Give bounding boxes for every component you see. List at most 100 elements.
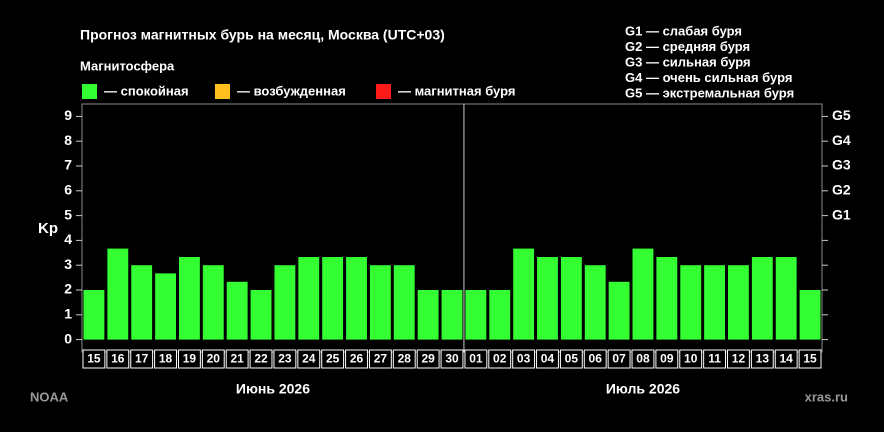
category-cell bbox=[655, 349, 679, 369]
x-tick-label: 07 bbox=[612, 352, 626, 366]
bar bbox=[560, 257, 582, 340]
category-cell bbox=[416, 349, 440, 369]
g-scale-entry: G1 — слабая буря bbox=[625, 23, 742, 38]
y2-tick-label: G5 bbox=[832, 107, 851, 123]
category-cell bbox=[631, 349, 655, 369]
category-cell bbox=[679, 349, 703, 369]
x-tick-label: 18 bbox=[159, 352, 173, 366]
category-cell bbox=[249, 349, 273, 369]
x-tick-label: 15 bbox=[87, 352, 101, 366]
category-cell bbox=[440, 349, 464, 369]
legend-label: — магнитная буря bbox=[398, 83, 515, 98]
category-cell bbox=[368, 349, 392, 369]
x-tick-label: 30 bbox=[445, 352, 459, 366]
source: NOAA bbox=[30, 389, 69, 404]
x-tick-label: 21 bbox=[230, 352, 244, 366]
bar bbox=[107, 248, 129, 340]
x-tick-label: 15 bbox=[803, 352, 817, 366]
x-tick-label: 05 bbox=[565, 352, 579, 366]
x-tick-label: 08 bbox=[636, 352, 650, 366]
y2-tick-label: G2 bbox=[832, 182, 851, 198]
bar bbox=[704, 265, 726, 340]
y-tick-label: 9 bbox=[64, 107, 72, 123]
bar bbox=[465, 290, 487, 340]
month-label: Июль 2026 bbox=[606, 381, 680, 397]
x-tick-label: 27 bbox=[374, 352, 388, 366]
category-cell bbox=[727, 349, 750, 369]
category-cell bbox=[559, 349, 583, 369]
bar bbox=[226, 281, 248, 340]
y-tick-label: 2 bbox=[64, 281, 72, 297]
y-tick-label: 4 bbox=[64, 231, 72, 247]
bar bbox=[202, 265, 224, 340]
x-tick-label: 28 bbox=[398, 352, 412, 366]
x-tick-label: 03 bbox=[517, 352, 531, 366]
bar bbox=[751, 257, 773, 340]
x-tick-label: 19 bbox=[183, 352, 197, 366]
category-cell bbox=[177, 349, 201, 369]
category-cell bbox=[225, 349, 249, 369]
category-cell bbox=[154, 349, 177, 369]
x-tick-label: 29 bbox=[421, 352, 435, 366]
legend-label: — возбужденная bbox=[237, 83, 346, 98]
legend-swatch bbox=[215, 84, 230, 99]
x-tick-label: 12 bbox=[732, 352, 746, 366]
y2-tick-label: G3 bbox=[832, 157, 851, 173]
x-tick-label: 04 bbox=[541, 352, 555, 366]
bar bbox=[417, 290, 439, 340]
bar bbox=[656, 257, 678, 340]
category-cell bbox=[130, 349, 154, 369]
bar bbox=[537, 257, 558, 340]
y2-tick-label: G4 bbox=[832, 132, 851, 148]
y-tick-label: 5 bbox=[64, 206, 72, 222]
bar bbox=[131, 265, 153, 340]
bar bbox=[178, 257, 200, 340]
bar bbox=[489, 290, 511, 340]
y-tick-label: 6 bbox=[64, 182, 72, 198]
bar bbox=[775, 257, 797, 340]
legend-title: Магнитосфера bbox=[80, 58, 175, 73]
x-tick-label: 20 bbox=[207, 352, 221, 366]
category-cell bbox=[201, 349, 225, 369]
y-tick-label: 3 bbox=[64, 256, 72, 272]
category-cell bbox=[750, 349, 774, 369]
y-tick-label: 8 bbox=[64, 132, 72, 148]
category-cell bbox=[297, 349, 321, 369]
x-tick-label: 11 bbox=[708, 352, 721, 366]
chart-title: Прогноз магнитных бурь на месяц, Москва … bbox=[80, 27, 445, 43]
bar bbox=[584, 265, 606, 340]
x-tick-label: 16 bbox=[111, 352, 125, 366]
bar bbox=[728, 265, 749, 340]
y-tick-label: 0 bbox=[64, 330, 72, 346]
bar bbox=[441, 290, 463, 340]
category-cell bbox=[273, 349, 297, 369]
g-scale-entry: G3 — сильная буря bbox=[625, 54, 751, 69]
category-cell bbox=[583, 349, 607, 369]
bar bbox=[608, 281, 630, 340]
bar bbox=[83, 290, 105, 340]
bar bbox=[250, 290, 272, 340]
bar bbox=[155, 273, 176, 340]
category-cell bbox=[703, 349, 727, 369]
category-cell bbox=[488, 349, 512, 369]
bar bbox=[298, 257, 320, 340]
x-tick-label: 25 bbox=[326, 352, 340, 366]
x-tick-label: 02 bbox=[493, 352, 507, 366]
g-scale-entry: G5 — экстремальная буря bbox=[625, 85, 794, 100]
source: xras.ru bbox=[805, 389, 848, 404]
bar bbox=[680, 265, 702, 340]
bar bbox=[393, 265, 415, 340]
category-cell bbox=[82, 349, 106, 369]
y2-tick-label: G1 bbox=[832, 206, 851, 222]
category-cell bbox=[607, 349, 631, 369]
x-tick-label: 14 bbox=[780, 352, 794, 366]
category-cell bbox=[345, 349, 368, 369]
category-cell bbox=[536, 349, 559, 369]
bar bbox=[369, 265, 391, 340]
bar bbox=[322, 257, 344, 340]
y-axis-label: Kp bbox=[38, 220, 58, 237]
bar bbox=[799, 290, 821, 340]
x-tick-label: 23 bbox=[278, 352, 292, 366]
y-tick-label: 7 bbox=[64, 157, 72, 173]
